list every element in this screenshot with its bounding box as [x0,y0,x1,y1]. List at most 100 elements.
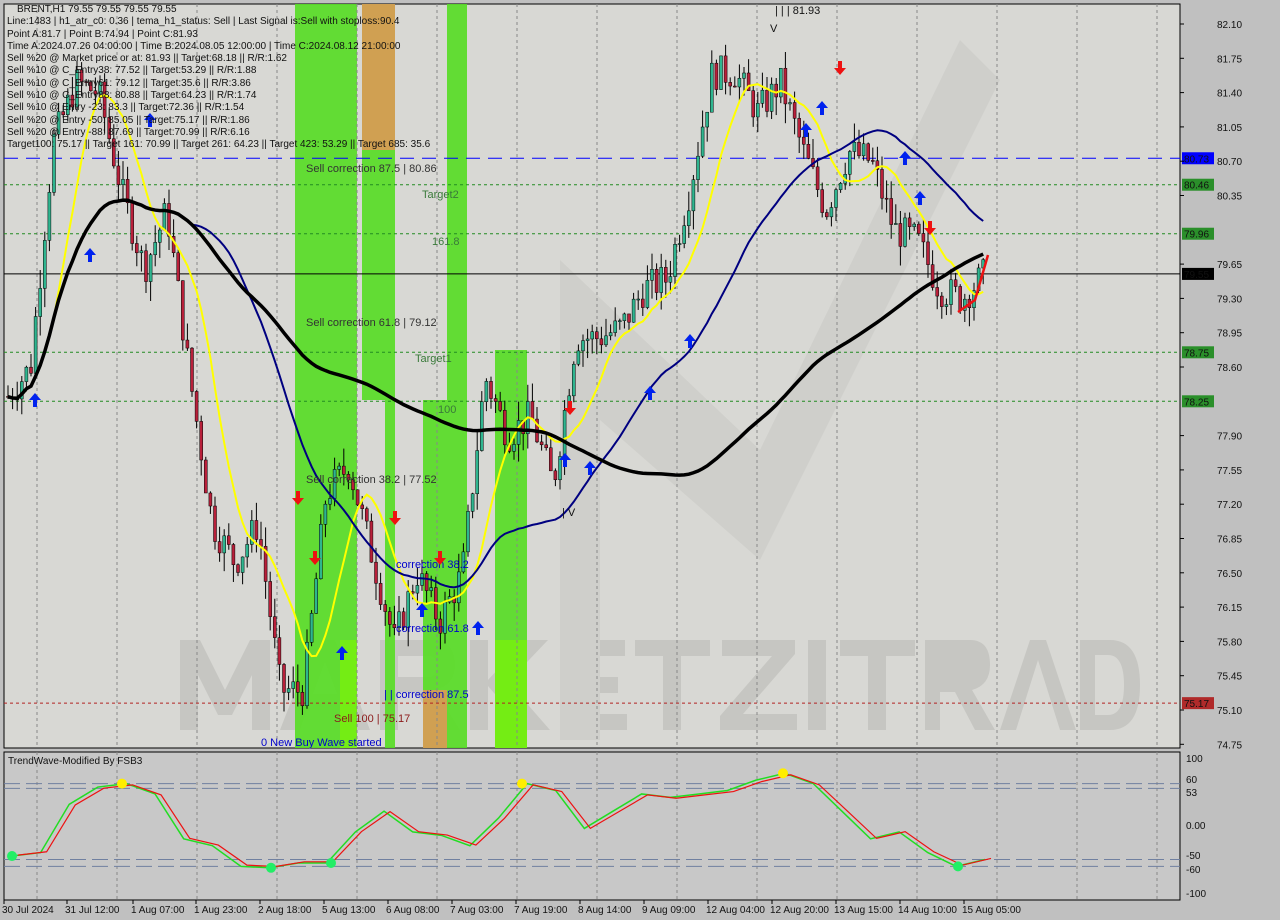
signal-zone [295,4,340,748]
y-tick-label: 77.90 [1217,432,1242,443]
candle-body [107,117,111,140]
candle-body [636,298,640,301]
candle [213,496,217,550]
candle-body [940,295,944,307]
buy-arrow-icon [29,393,41,407]
x-tick-label: 9 Aug 09:00 [642,905,696,916]
candle-body [590,331,594,340]
candle [631,292,636,323]
candle-body [558,456,562,481]
candle [240,556,245,585]
candle [61,105,65,118]
candle [645,265,650,310]
candle [424,571,429,605]
candle-body [673,244,677,277]
candle-body [227,535,231,545]
sell-correction-875: Sell correction 87.5 | 80.86 [306,163,437,175]
candle [121,161,125,202]
buy-arrow-icon [644,386,656,400]
price-level-label: 80.73 [1184,154,1209,165]
candle [406,580,410,647]
candle [590,324,594,354]
price-level-badge [1182,267,1214,280]
y-tick-label: 76.85 [1217,535,1242,546]
candle [926,231,930,278]
candle [779,67,783,104]
candle [682,215,686,249]
x-tick-label: 1 Aug 07:00 [131,905,185,916]
candle-body [33,316,38,374]
indicator-tick-label: 100 [1186,754,1203,765]
candle-body [751,90,755,118]
candle [788,98,792,111]
candle [305,629,309,709]
symbol-line: BRENT,H1 79.55 79.55 79.55 79.55 [17,4,177,15]
fib-100-label: 100 [438,404,456,416]
correction-382-label: correction 38.2 [396,559,469,571]
candle [190,347,194,397]
candle-body [323,503,328,525]
candle [797,112,801,153]
candle [470,492,475,519]
candle [401,607,406,631]
candle [397,596,401,636]
candle-body [112,138,116,167]
candle-body [84,81,88,83]
candle [691,175,696,230]
candle-body [829,207,834,218]
sell-correction-382: Sell correction 38.2 | 77.52 [306,474,437,486]
candle [273,598,277,649]
candle [29,354,33,377]
candle [889,181,893,239]
y-tick-label: 76.50 [1217,569,1242,580]
candle [89,80,93,92]
candle-body [93,90,98,95]
candle-body [489,381,493,399]
candle [953,272,958,293]
price-level-badge [1182,395,1214,408]
candle [79,62,84,97]
wave-signal-dot [953,861,963,872]
candle [604,318,608,347]
candle [705,111,709,142]
candle [512,438,516,460]
candle-body [208,492,213,507]
candle [838,181,843,193]
candle [480,391,484,452]
candle-body [245,544,249,558]
candle [641,283,645,316]
candle [144,243,148,294]
candle-body [130,202,134,244]
candle-body [654,268,659,293]
candle-body [392,624,397,628]
point-c-label: | | | 81.93 [775,5,820,17]
candle [199,415,203,476]
candle [650,253,654,299]
candle-body [401,611,406,628]
y-tick-label: 75.80 [1217,637,1242,648]
candle [383,600,387,626]
candle [125,166,130,214]
candle-body [756,103,760,118]
candle-body [263,546,268,582]
candle-body [765,89,769,112]
indicator-tick-label: -100 [1186,889,1206,900]
candle-body [935,287,939,297]
candle [66,88,70,122]
watermark-letter [840,640,915,730]
candle [420,559,424,591]
watermark-letter [635,640,710,730]
candle [319,514,323,580]
candle-body [70,94,75,108]
candle [848,149,852,187]
info-line: Target100: 75.17 || Target 161: 70.99 ||… [7,139,431,151]
candle [728,77,732,96]
candle [167,189,171,251]
x-tick-label: 7 Aug 03:00 [450,905,504,916]
candle-body [576,350,581,365]
candle [33,306,38,377]
candle-body [737,78,742,88]
candle-body [608,332,613,337]
buy-arrow-icon [584,461,596,475]
candle-body [351,479,355,491]
